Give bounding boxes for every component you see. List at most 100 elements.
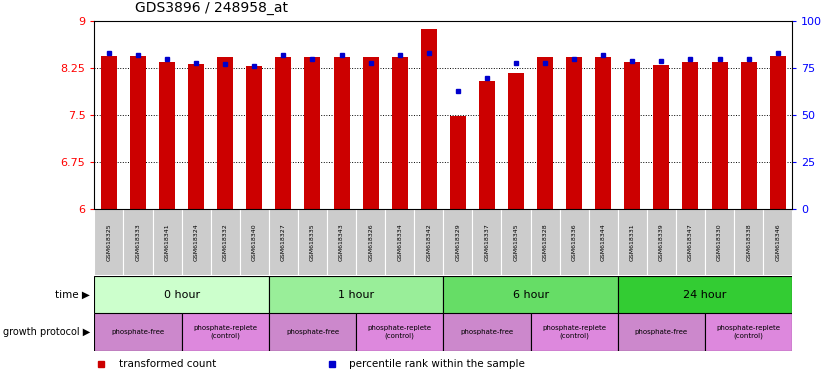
Text: GSM618331: GSM618331 <box>630 223 635 261</box>
Text: phosphate-replete
(control): phosphate-replete (control) <box>193 325 257 339</box>
Bar <box>530 313 618 351</box>
Bar <box>269 313 356 351</box>
Bar <box>508 73 524 209</box>
Bar <box>327 209 356 275</box>
Text: GSM618332: GSM618332 <box>222 223 227 261</box>
Bar <box>647 209 676 275</box>
Text: phosphate-free: phosphate-free <box>286 329 339 335</box>
Text: GSM618337: GSM618337 <box>484 223 489 261</box>
Bar <box>589 209 618 275</box>
Text: GSM618324: GSM618324 <box>194 223 199 261</box>
Text: 0 hour: 0 hour <box>163 290 200 300</box>
Bar <box>618 209 647 275</box>
Text: GSM618327: GSM618327 <box>281 223 286 261</box>
Bar <box>130 56 146 209</box>
Bar <box>298 209 327 275</box>
Text: 24 hour: 24 hour <box>683 290 727 300</box>
Bar <box>617 313 705 351</box>
Text: GSM618340: GSM618340 <box>252 223 257 261</box>
Text: GSM618344: GSM618344 <box>601 223 606 261</box>
Text: phosphate-free: phosphate-free <box>112 329 164 335</box>
Bar <box>153 209 181 275</box>
Bar <box>705 209 734 275</box>
Bar <box>181 313 269 351</box>
Bar <box>472 209 502 275</box>
Text: GSM618328: GSM618328 <box>543 223 548 261</box>
Text: GSM618347: GSM618347 <box>688 223 693 261</box>
Text: GSM618329: GSM618329 <box>456 223 461 261</box>
Bar <box>123 209 153 275</box>
Text: GSM618326: GSM618326 <box>368 223 374 261</box>
Bar <box>617 276 792 313</box>
Text: GSM618339: GSM618339 <box>659 223 664 261</box>
Bar <box>712 62 727 209</box>
Text: GDS3896 / 248958_at: GDS3896 / 248958_at <box>135 2 288 15</box>
Bar <box>734 209 764 275</box>
Text: GSM618345: GSM618345 <box>513 223 519 261</box>
Bar <box>595 58 612 209</box>
Bar <box>218 58 233 209</box>
Bar <box>741 62 757 209</box>
Bar <box>479 81 495 209</box>
Text: GSM618330: GSM618330 <box>717 223 722 261</box>
Bar <box>654 65 669 209</box>
Text: growth protocol ▶: growth protocol ▶ <box>3 327 90 337</box>
Bar <box>705 313 792 351</box>
Bar <box>450 116 466 209</box>
Bar <box>566 58 582 209</box>
Bar <box>94 276 269 313</box>
Bar <box>246 66 263 209</box>
Text: time ▶: time ▶ <box>56 290 90 300</box>
Bar <box>385 209 415 275</box>
Bar <box>181 209 211 275</box>
Text: GSM618338: GSM618338 <box>746 223 751 261</box>
Bar <box>94 313 181 351</box>
Bar <box>101 56 117 209</box>
Bar <box>211 209 240 275</box>
Bar <box>682 62 699 209</box>
Text: GSM618343: GSM618343 <box>339 223 344 261</box>
Bar <box>94 209 123 275</box>
Text: GSM618336: GSM618336 <box>571 223 576 261</box>
Bar <box>275 58 291 209</box>
Text: GSM618333: GSM618333 <box>135 223 140 261</box>
Text: GSM618342: GSM618342 <box>426 223 431 261</box>
Bar <box>269 209 298 275</box>
Bar <box>356 313 443 351</box>
Bar <box>269 276 443 313</box>
Text: transformed count: transformed count <box>119 359 216 369</box>
Bar <box>421 29 437 209</box>
Text: GSM618335: GSM618335 <box>310 223 315 261</box>
Bar <box>676 209 705 275</box>
Bar <box>443 313 530 351</box>
Bar <box>356 209 385 275</box>
Text: GSM618346: GSM618346 <box>775 223 780 261</box>
Bar <box>305 58 320 209</box>
Bar <box>443 209 472 275</box>
Bar <box>188 64 204 209</box>
Bar <box>764 209 792 275</box>
Text: phosphate-replete
(control): phosphate-replete (control) <box>542 325 606 339</box>
Text: percentile rank within the sample: percentile rank within the sample <box>349 359 525 369</box>
Text: 1 hour: 1 hour <box>338 290 374 300</box>
Bar <box>363 58 378 209</box>
Bar <box>502 209 530 275</box>
Bar <box>530 209 560 275</box>
Text: phosphate-replete
(control): phosphate-replete (control) <box>717 325 781 339</box>
Bar <box>159 62 175 209</box>
Bar <box>443 276 618 313</box>
Text: GSM618325: GSM618325 <box>107 223 112 261</box>
Text: GSM618334: GSM618334 <box>397 223 402 261</box>
Bar <box>770 56 786 209</box>
Bar <box>624 62 640 209</box>
Text: phosphate-free: phosphate-free <box>635 329 688 335</box>
Bar <box>392 58 408 209</box>
Bar <box>415 209 443 275</box>
Text: 6 hour: 6 hour <box>512 290 548 300</box>
Bar <box>333 58 350 209</box>
Bar <box>537 58 553 209</box>
Text: GSM618341: GSM618341 <box>164 223 170 261</box>
Bar <box>560 209 589 275</box>
Text: phosphate-replete
(control): phosphate-replete (control) <box>368 325 432 339</box>
Text: phosphate-free: phosphate-free <box>461 329 513 335</box>
